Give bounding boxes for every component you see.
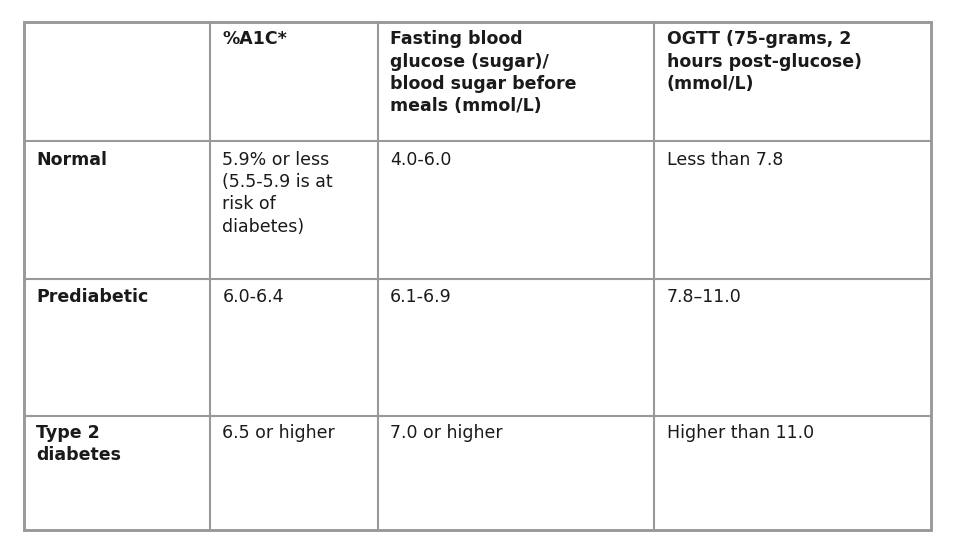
Text: Less than 7.8: Less than 7.8 — [667, 151, 783, 169]
Text: Normal: Normal — [36, 151, 107, 169]
Text: Type 2
diabetes: Type 2 diabetes — [36, 423, 121, 464]
Text: Fasting blood
glucose (sugar)/
blood sugar before
meals (mmol/L): Fasting blood glucose (sugar)/ blood sug… — [390, 30, 577, 115]
Text: 6.1-6.9: 6.1-6.9 — [390, 288, 452, 306]
Text: OGTT (75-grams, 2
hours post-glucose)
(mmol/L): OGTT (75-grams, 2 hours post-glucose) (m… — [667, 30, 861, 93]
Text: Higher than 11.0: Higher than 11.0 — [667, 423, 814, 442]
Text: 7.8–11.0: 7.8–11.0 — [667, 288, 742, 306]
Text: 5.9% or less
(5.5-5.9 is at
risk of
diabetes): 5.9% or less (5.5-5.9 is at risk of diab… — [223, 151, 333, 236]
Text: 4.0-6.0: 4.0-6.0 — [390, 151, 452, 169]
Text: Prediabetic: Prediabetic — [36, 288, 149, 306]
Text: 6.5 or higher: 6.5 or higher — [223, 423, 335, 442]
Text: 7.0 or higher: 7.0 or higher — [390, 423, 502, 442]
Text: 6.0-6.4: 6.0-6.4 — [223, 288, 284, 306]
Text: %A1C*: %A1C* — [223, 30, 287, 49]
